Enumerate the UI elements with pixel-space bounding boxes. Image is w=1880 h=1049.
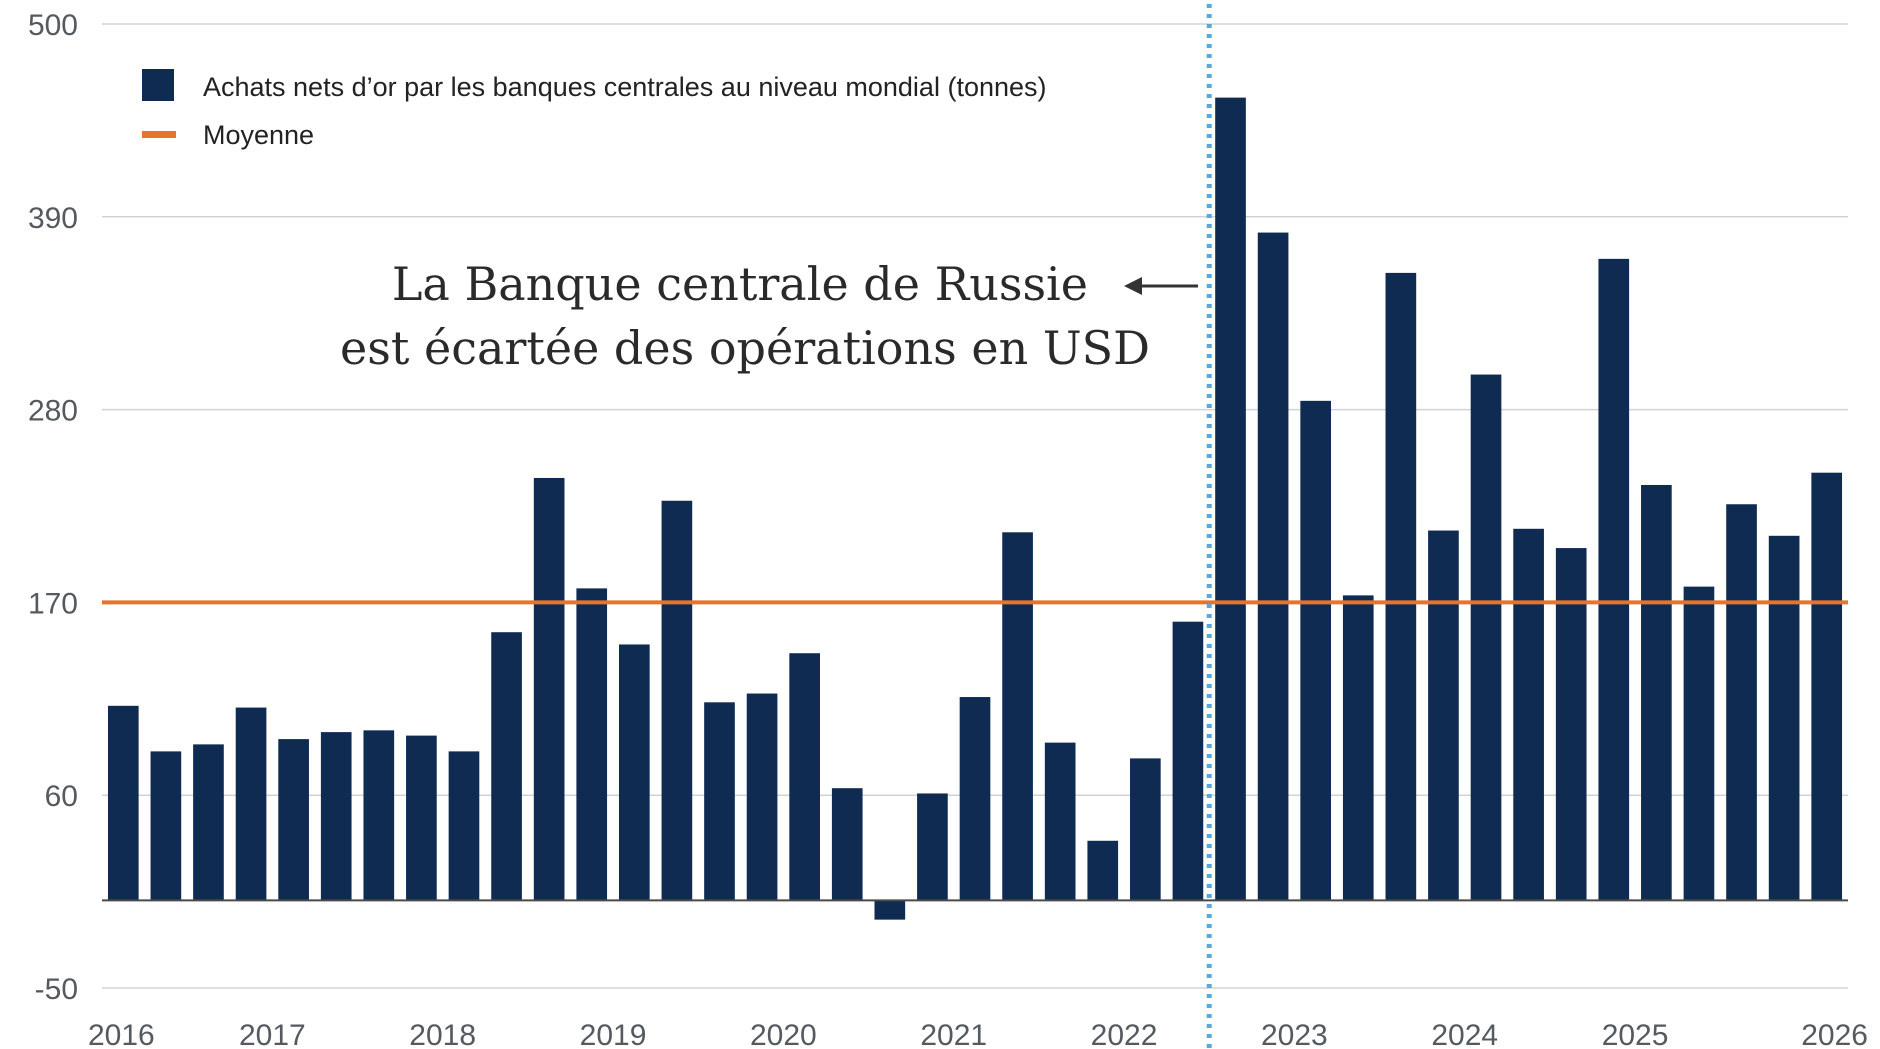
x-tick-label: 2017 [239, 1019, 306, 1049]
bar [1470, 374, 1502, 901]
bar [1385, 272, 1417, 901]
bar [704, 702, 735, 901]
bar [1513, 528, 1544, 901]
x-tick-label: 2023 [1261, 1019, 1328, 1049]
x-axis-tick-labels: 2016 2017 2018 2019 2020 2021 2022 2023 2024 2025… [88, 1019, 1868, 1049]
legend-label-bars: Achats nets d’or par les banques central… [203, 72, 1047, 102]
x-tick-label: 2016 [88, 1019, 155, 1049]
bar [1683, 586, 1715, 901]
bar [1044, 742, 1076, 901]
y-tick-label: 170 [28, 587, 78, 620]
legend-swatch-bars [142, 69, 174, 101]
bar [448, 751, 480, 901]
bar [874, 900, 906, 920]
bar [533, 477, 565, 901]
bar [1811, 472, 1843, 901]
bar [746, 693, 778, 901]
bar-series [107, 97, 1843, 920]
x-tick-label: 2021 [920, 1019, 987, 1049]
bar [1428, 530, 1459, 901]
bar [1215, 97, 1246, 901]
bar [1598, 258, 1630, 901]
bar [1555, 548, 1587, 901]
bar [491, 632, 522, 901]
bar [193, 744, 224, 901]
x-tick-label: 2018 [409, 1019, 476, 1049]
bar [1257, 232, 1289, 901]
x-tick-label: 2019 [580, 1019, 647, 1049]
y-tick-label: 500 [28, 9, 78, 42]
bar [618, 644, 650, 901]
bar [363, 730, 395, 901]
bar [1172, 621, 1204, 901]
bar [1641, 484, 1672, 901]
annotation-line-1: La Banque centrale de Russie [392, 257, 1088, 311]
bar [576, 588, 608, 901]
y-tick-label: 60 [45, 780, 78, 813]
x-tick-label: 2022 [1091, 1019, 1158, 1049]
bar [235, 707, 267, 901]
annotation-line-2: est écartée des opérations en USD [340, 321, 1150, 375]
x-tick-label: 2020 [750, 1019, 817, 1049]
x-tick-label: 2026 [1801, 1019, 1868, 1049]
x-tick-label: 2025 [1602, 1019, 1669, 1049]
bar [917, 793, 948, 901]
y-axis-tick-labels: 500 390 280 170 60 -50 [28, 9, 78, 1006]
bar [661, 500, 693, 901]
bar [789, 653, 820, 901]
bar [1342, 595, 1374, 901]
bar [1768, 535, 1800, 901]
x-tick-label: 2024 [1431, 1019, 1498, 1049]
bar [1002, 532, 1033, 901]
bar [831, 788, 863, 901]
bar [1087, 840, 1119, 901]
bar [959, 697, 991, 901]
annotation: La Banque centrale de Russie est écartée… [340, 257, 1198, 375]
legend-swatch-average [142, 131, 176, 138]
y-tick-label: 280 [28, 395, 78, 428]
legend: Achats nets d’or par les banques central… [142, 69, 1047, 150]
legend-label-average: Moyenne [203, 120, 314, 150]
bar [278, 739, 309, 901]
y-tick-label: -50 [35, 973, 78, 1006]
bar [1130, 758, 1161, 901]
y-tick-label: 390 [28, 202, 78, 235]
annotation-arrow-icon [1124, 277, 1198, 295]
bar [150, 751, 182, 901]
bar [1300, 400, 1332, 901]
bar [107, 705, 139, 901]
bar [1726, 504, 1757, 901]
bar [320, 732, 352, 901]
bar [406, 735, 437, 901]
